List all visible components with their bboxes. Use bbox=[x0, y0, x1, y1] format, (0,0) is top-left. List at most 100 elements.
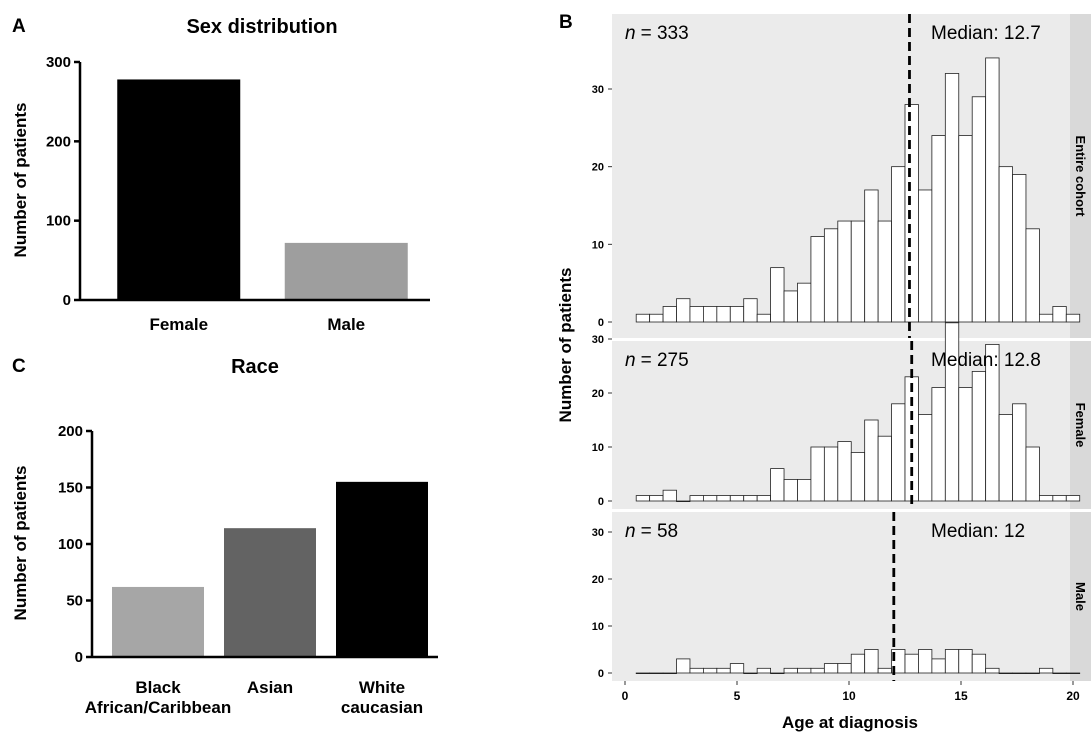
histogram-bar bbox=[918, 649, 933, 674]
histogram-bar bbox=[958, 649, 973, 674]
histogram-bar bbox=[891, 403, 906, 502]
histogram-bar bbox=[662, 489, 677, 502]
histogram-bar bbox=[850, 653, 866, 674]
histogram-bar bbox=[662, 306, 677, 323]
histogram-bar bbox=[729, 306, 745, 323]
histogram-bar bbox=[998, 414, 1013, 502]
panel-c-label: C bbox=[12, 356, 26, 377]
histogram-bar bbox=[850, 220, 866, 323]
histogram-bar bbox=[1039, 313, 1054, 323]
histogram-bar bbox=[918, 414, 933, 502]
histogram-bar bbox=[958, 135, 973, 323]
x-tick-label: 10 bbox=[842, 689, 856, 703]
x-tick-label: 5 bbox=[734, 689, 741, 703]
histogram-bar bbox=[676, 500, 691, 503]
x-category-label: caucasian bbox=[341, 698, 423, 717]
histogram-bar bbox=[931, 135, 946, 323]
histogram-bar bbox=[877, 435, 892, 502]
panel-b-label: B bbox=[559, 12, 573, 33]
y-tick-label: 0 bbox=[598, 668, 604, 680]
histogram-bar bbox=[877, 667, 892, 674]
histogram-bar bbox=[944, 649, 960, 674]
n-value: = 275 bbox=[641, 350, 689, 371]
histogram-bar bbox=[1025, 228, 1040, 323]
y-tick-label: 50 bbox=[66, 593, 83, 610]
facet-strip bbox=[1070, 341, 1091, 509]
histogram-bar bbox=[1012, 403, 1027, 502]
histogram-bar bbox=[729, 663, 745, 674]
panel-a-title: Sex distribution bbox=[186, 16, 337, 38]
histogram-bar bbox=[743, 672, 758, 675]
histogram-bar bbox=[1052, 672, 1067, 675]
n-label: n = 275 bbox=[625, 350, 689, 371]
histogram-bar bbox=[823, 446, 839, 502]
histogram-bar bbox=[1012, 174, 1027, 323]
panel-a-sex-distribution-chart: A Sex distribution Number of patients 0 1… bbox=[11, 16, 430, 334]
histogram-bar bbox=[998, 672, 1013, 675]
bar bbox=[112, 586, 204, 657]
median-label: Median: 12.8 bbox=[931, 350, 1041, 371]
n-value: = 333 bbox=[641, 23, 689, 44]
y-tick-label: 20 bbox=[592, 162, 604, 174]
bar bbox=[336, 481, 428, 657]
histogram-bar bbox=[689, 667, 704, 674]
histogram-bar bbox=[770, 267, 785, 323]
histogram-bar bbox=[985, 667, 1000, 674]
facet-strip-label: Female bbox=[1073, 403, 1088, 448]
histogram-bar bbox=[649, 672, 664, 675]
y-tick-label: 100 bbox=[46, 213, 71, 230]
histogram-bar bbox=[971, 96, 987, 323]
histogram-bar bbox=[891, 166, 906, 323]
histogram-bar bbox=[797, 667, 812, 674]
histogram-bar bbox=[662, 672, 677, 675]
y-tick-label: 0 bbox=[598, 317, 604, 329]
histogram-bar bbox=[985, 57, 1000, 323]
x-tick-label: 20 bbox=[1066, 689, 1080, 703]
histogram-bar bbox=[1052, 495, 1067, 502]
n-label: n = 58 bbox=[625, 521, 678, 542]
histogram-bar bbox=[837, 220, 852, 323]
histogram-bar bbox=[716, 306, 731, 323]
histogram-bar bbox=[756, 313, 771, 323]
x-category-label: Male bbox=[327, 315, 365, 334]
histogram-bar bbox=[676, 298, 691, 323]
bar bbox=[224, 528, 316, 657]
histogram-bar bbox=[810, 667, 825, 674]
histogram-bar bbox=[1065, 495, 1081, 502]
histogram-bar bbox=[1039, 667, 1054, 674]
facet-strip bbox=[1070, 512, 1091, 681]
histogram-bar bbox=[1012, 672, 1027, 675]
histogram-bar bbox=[743, 298, 758, 323]
y-tick-label: 0 bbox=[75, 649, 83, 666]
histogram-bar bbox=[1039, 495, 1054, 502]
histogram-bar bbox=[716, 667, 731, 674]
y-tick-label: 10 bbox=[592, 239, 604, 251]
histogram-bar bbox=[635, 672, 651, 675]
y-tick-label: 150 bbox=[58, 480, 83, 497]
x-category-label: Asian bbox=[247, 678, 293, 697]
histogram-bar bbox=[918, 189, 933, 323]
histogram-bar bbox=[1065, 313, 1081, 323]
panel-b-age-histogram: B Number of patients Age at diagnosis En… bbox=[556, 12, 1091, 732]
x-category-label: Black bbox=[135, 678, 181, 697]
histogram-bar bbox=[810, 446, 825, 502]
panel-a-y-axis-label: Number of patients bbox=[11, 103, 30, 258]
histogram-bar bbox=[837, 663, 852, 674]
n-symbol: n bbox=[625, 23, 636, 44]
histogram-bar bbox=[783, 290, 798, 323]
x-category-label: African/Caribbean bbox=[85, 698, 231, 717]
histogram-bar bbox=[931, 658, 946, 674]
panel-c-y-axis-label: Number of patients bbox=[11, 466, 30, 621]
histogram-bar bbox=[649, 495, 664, 502]
histogram-bar bbox=[931, 387, 946, 502]
histogram-bar bbox=[904, 104, 919, 323]
y-tick-label: 0 bbox=[598, 496, 604, 508]
y-tick-label: 20 bbox=[592, 388, 604, 400]
histogram-bar bbox=[1065, 672, 1081, 675]
histogram-bar bbox=[797, 478, 812, 502]
y-tick-label: 30 bbox=[592, 84, 604, 96]
panel-a-plot-area: 0 100 200 300 Female Male bbox=[46, 54, 430, 334]
histogram-bar bbox=[689, 495, 704, 502]
